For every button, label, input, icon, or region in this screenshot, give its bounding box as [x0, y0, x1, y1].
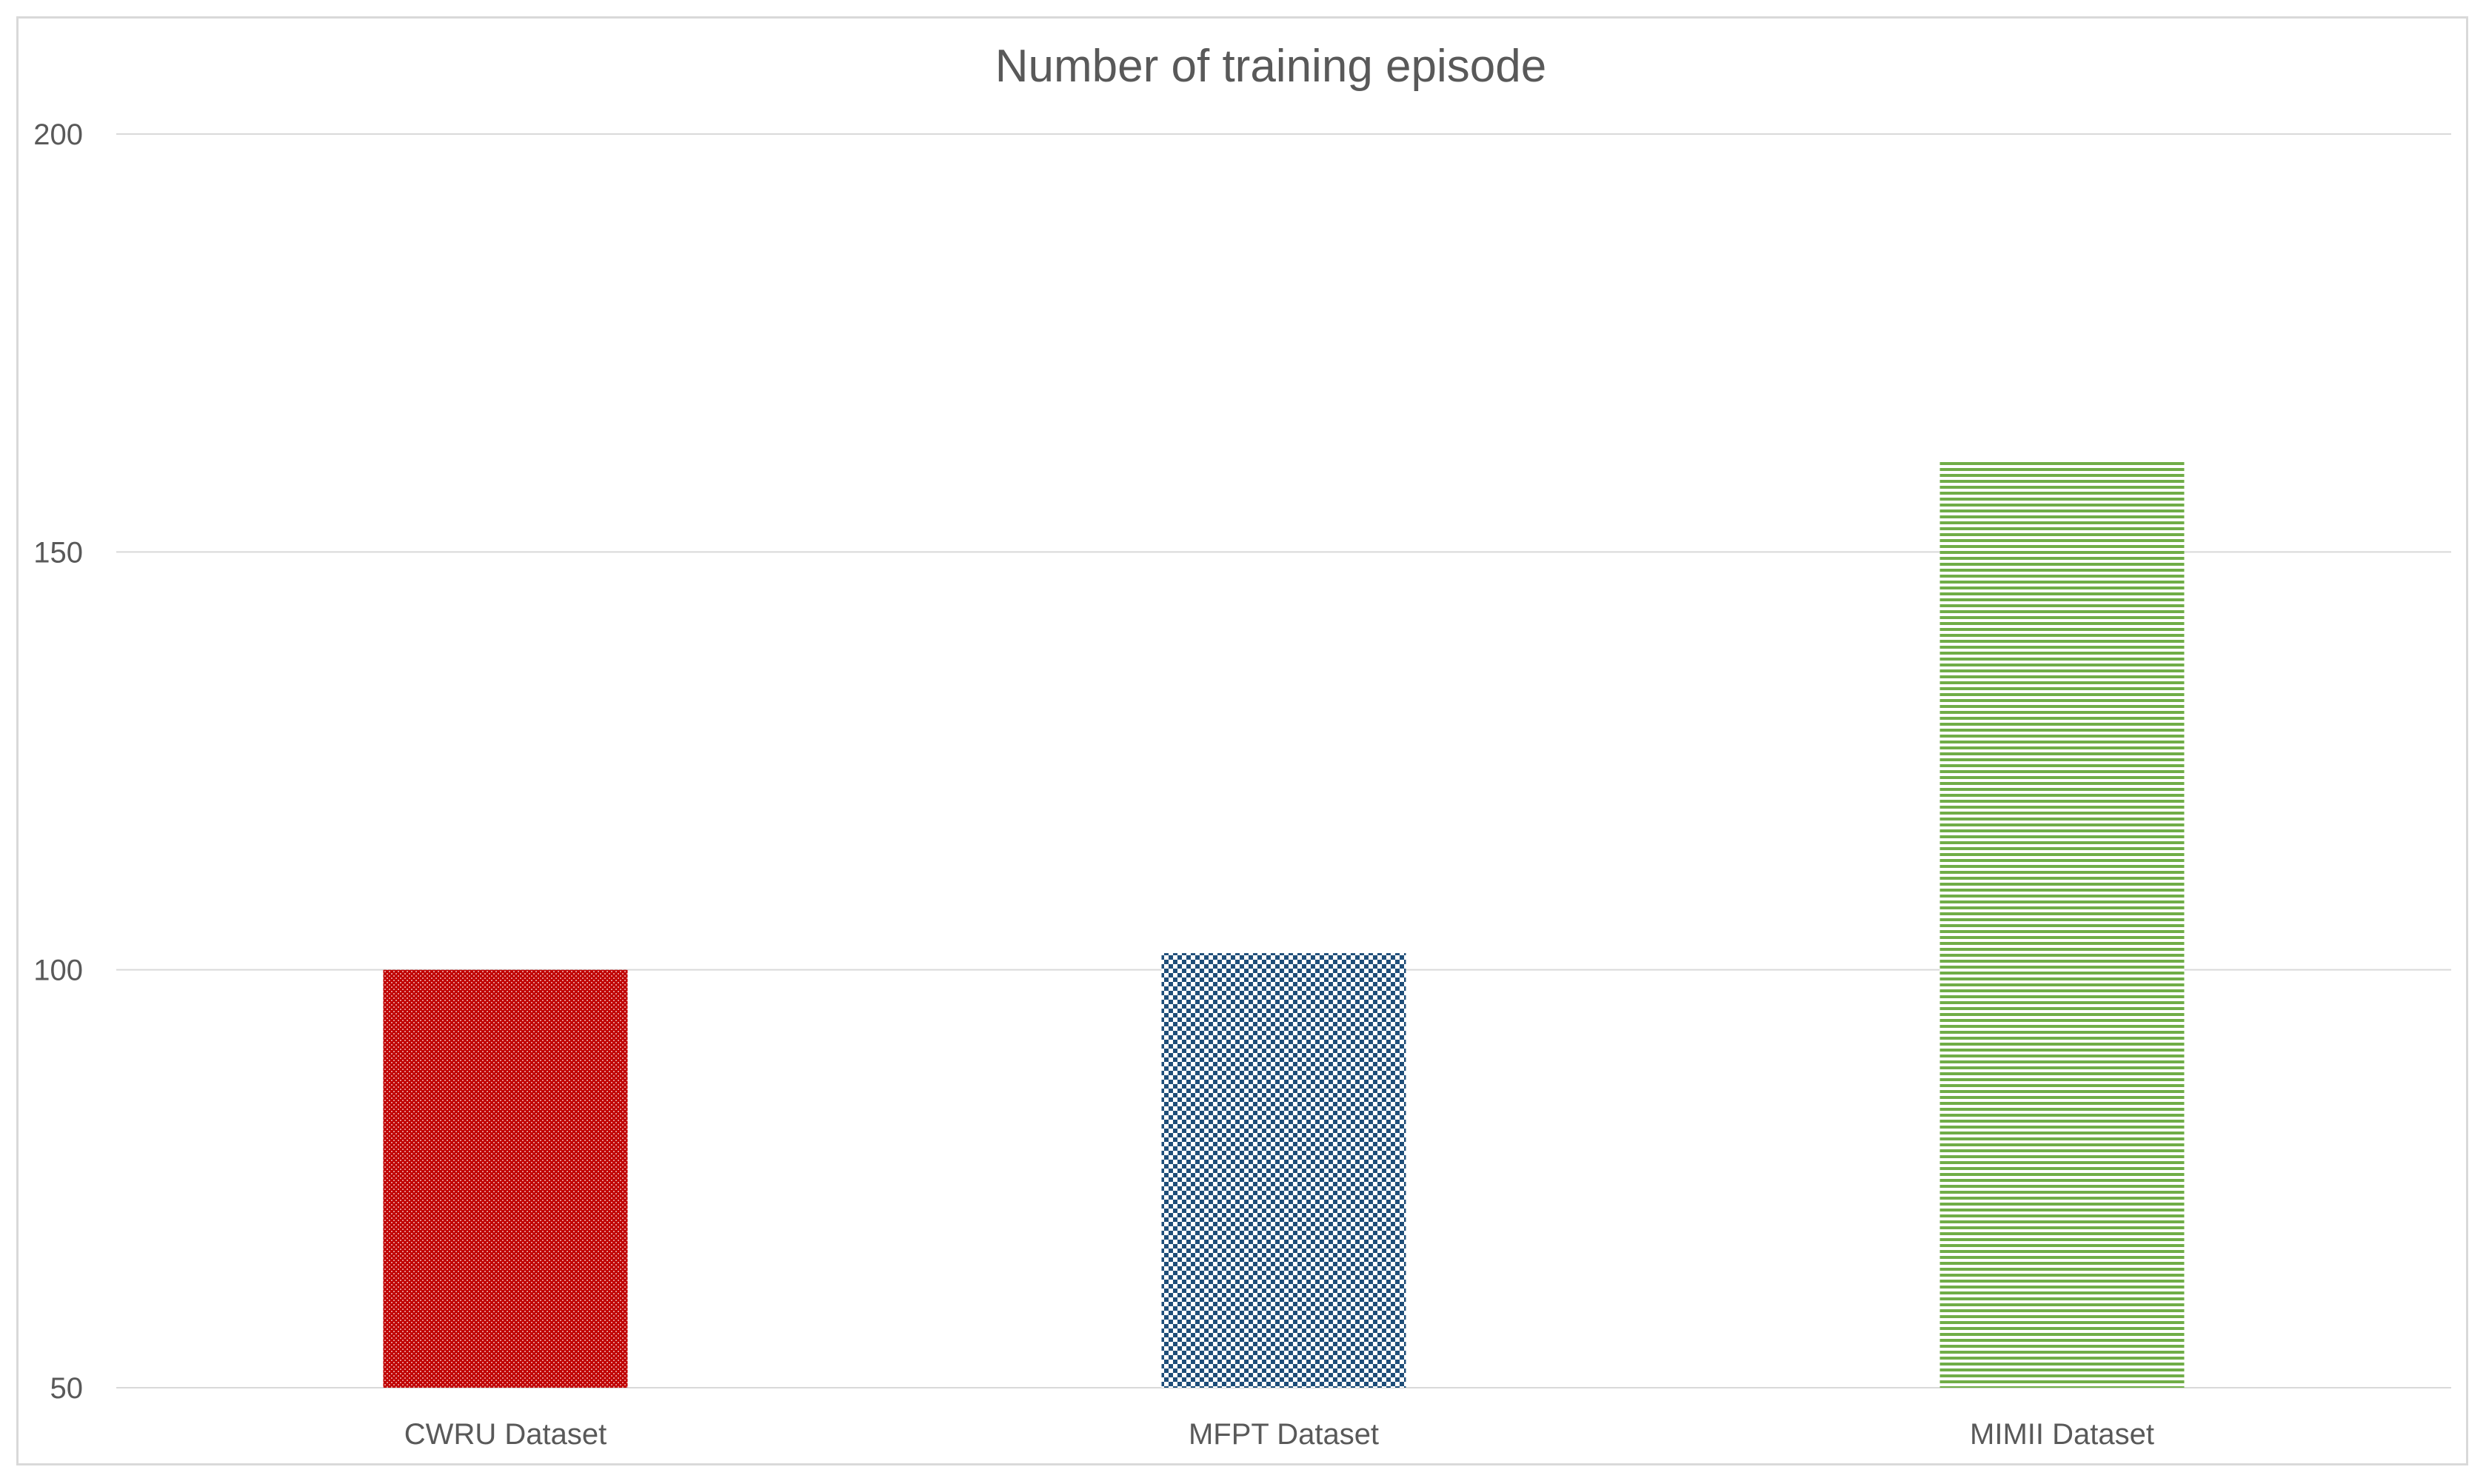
bar-mfpt-dataset [1161, 953, 1406, 1388]
y-tick-label: 150 [33, 536, 83, 569]
y-tick-label: 200 [33, 118, 83, 151]
y-tick-label: 50 [50, 1372, 84, 1405]
bars [383, 460, 2185, 1388]
bar-mimii-dataset [1939, 460, 2185, 1388]
x-tick-label: MFPT Dataset [1189, 1418, 1379, 1451]
x-tick-label: MIMII Dataset [1970, 1418, 2154, 1451]
y-axis-tick-labels: 50 100 150 200 [33, 118, 83, 1405]
x-tick-label: CWRU Dataset [404, 1418, 607, 1451]
bar-cwru-dataset [383, 969, 628, 1388]
y-tick-label: 100 [33, 955, 83, 987]
x-axis-tick-labels: CWRU Dataset MFPT Dataset MIMII Dataset [404, 1418, 2154, 1451]
chart-title: Number of training episode [995, 41, 1546, 92]
